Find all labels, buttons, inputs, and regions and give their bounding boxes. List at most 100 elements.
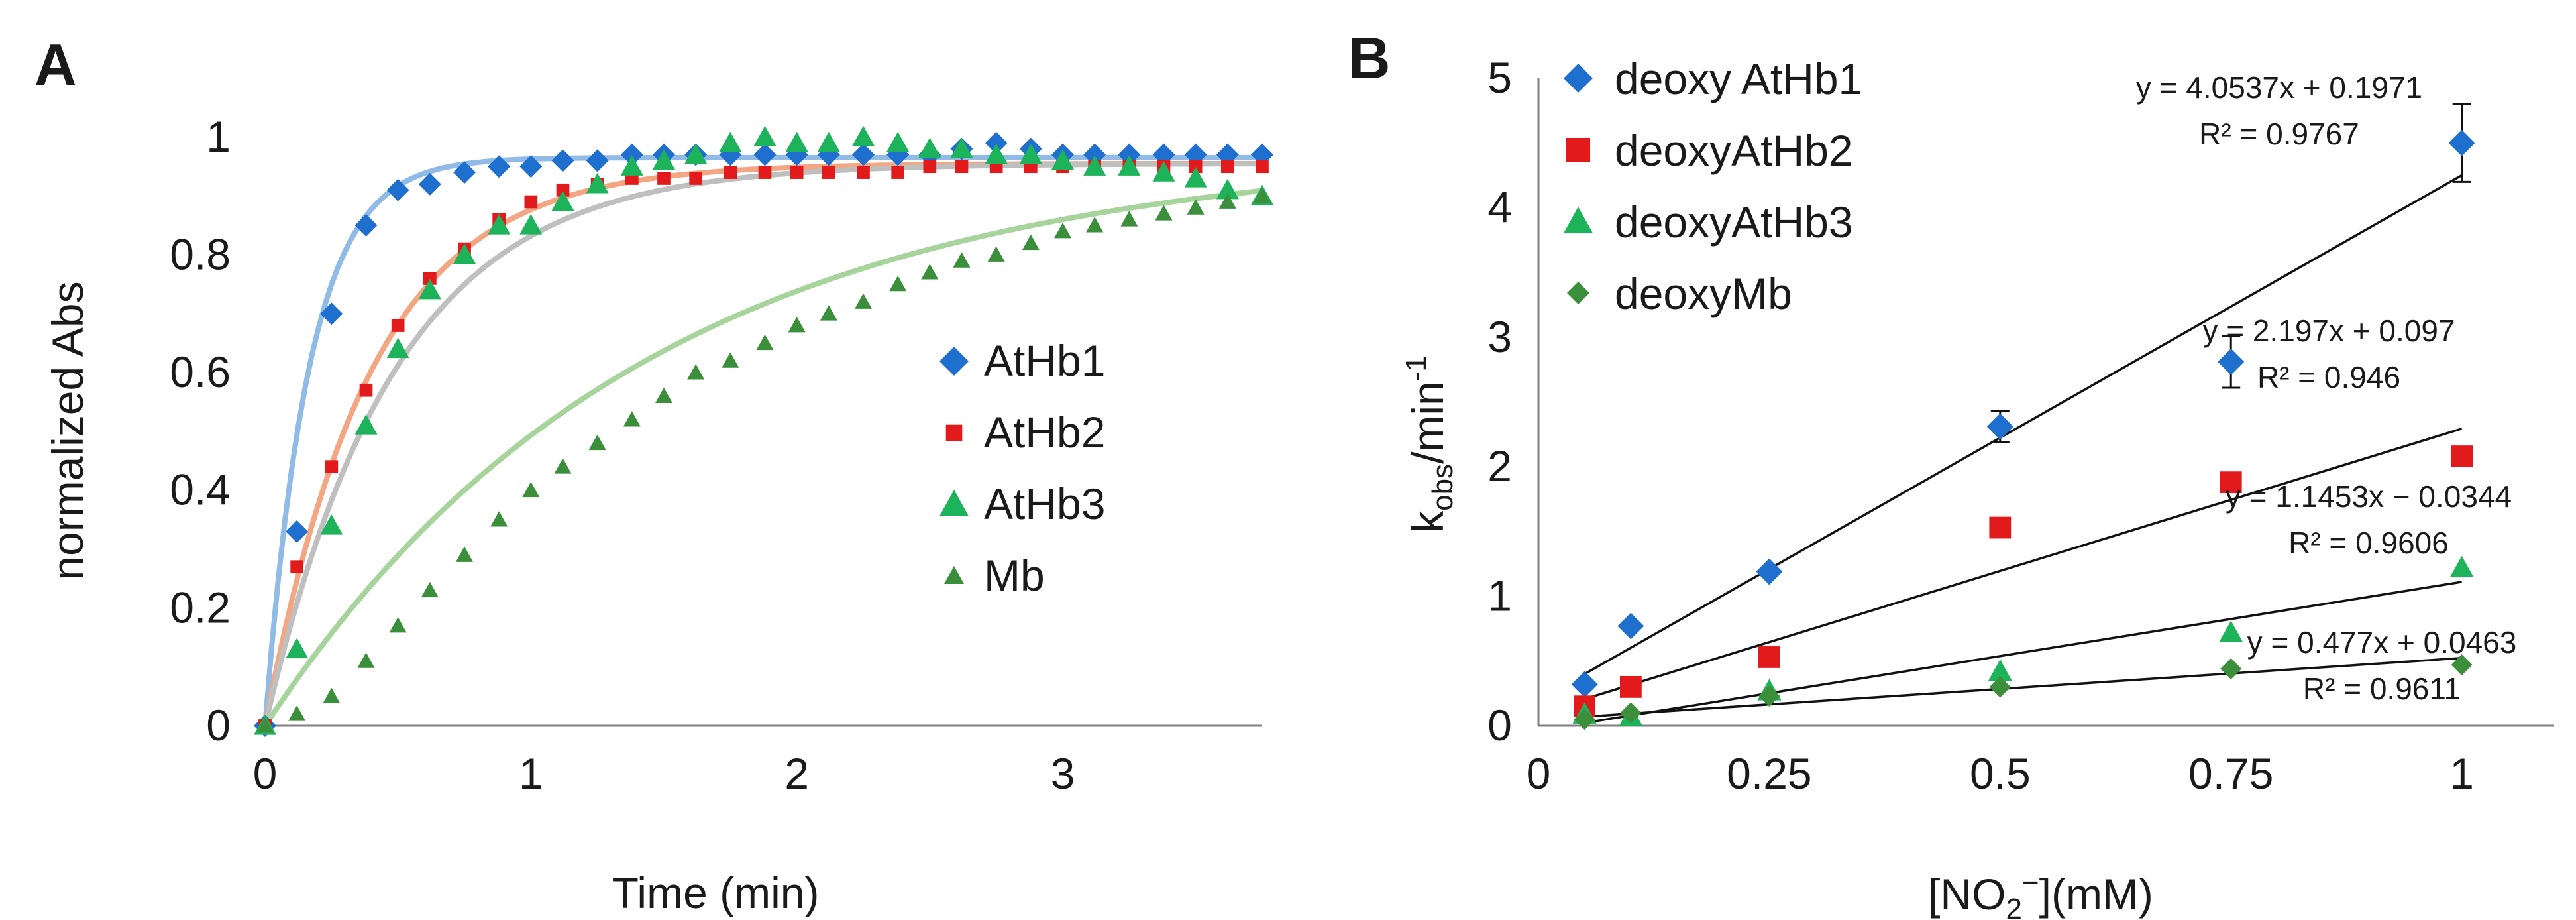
data-point-athb3 [684,143,708,164]
equation-deoxymb: y = 0.477x + 0.0463 [2247,625,2517,660]
data-point-deoxyathb3 [2449,555,2474,578]
data-point-deoxymb [1758,685,1780,707]
legend-marker-athb1 [939,347,969,376]
equation-deoxyathb2: y = 2.197x + 0.097 [2202,314,2455,348]
data-point-athb3 [418,278,441,300]
data-point-athb2 [1220,160,1234,174]
data-point-mb [756,334,774,351]
data-point-athb1 [753,143,777,166]
data-point-athb3 [852,125,875,146]
data-point-mb [1254,187,1271,203]
data-point-athb3 [753,125,777,146]
legend-marker-deoxyathb3 [1564,207,1593,233]
data-point-athb3 [453,243,476,264]
chart-b-ytick-label: 2 [1487,441,1512,490]
data-point-deoxy-athb1 [1571,671,1598,698]
data-point-mb [256,717,274,733]
data-point-athb1 [519,155,543,178]
trendline-deoxyathb2 [1584,428,2463,701]
data-point-athb3 [817,131,840,152]
chart-b-ylabel-sub: obs [1426,464,1459,511]
data-point-athb1 [453,161,476,184]
data-point-athb2 [657,172,671,185]
chart-a-xtick-label: 3 [1051,749,1075,798]
chart-b-ylabel-part: k [1403,510,1452,533]
equation-deoxyathb3: y = 1.1453x − 0.0344 [2226,479,2512,514]
data-point-mb [389,617,407,633]
trendline-deoxyathb3 [1584,581,2462,724]
data-point-athb3 [1216,178,1239,200]
data-point-athb2 [556,183,570,197]
data-point-deoxymb [2220,658,2242,680]
data-point-athb3 [886,131,910,152]
data-point-mb [288,705,306,721]
data-point-athb3 [286,638,309,659]
data-point-athb2 [790,166,804,179]
legend-label-athb3: AtHb3 [984,479,1105,528]
chart-b-xlabel-part: ](mM) [2039,870,2153,919]
data-point-mb [421,581,439,598]
chart-b-ylabel-sup: -1 [1400,355,1432,381]
data-point-athb2 [391,319,405,332]
data-point-athb3 [1019,143,1042,164]
data-point-athb2 [822,166,835,179]
chart-b-xlabel-part: [NO [1928,870,2006,919]
legend-marker-deoxymb [1567,282,1589,304]
data-point-mb [357,652,375,668]
data-point-mb [323,687,341,703]
data-point-athb2 [290,560,303,574]
data-point-mb [588,434,606,451]
legend-marker-athb3 [939,490,969,516]
data-point-deoxy-athb1 [1756,558,1783,585]
data-point-athb2 [923,160,937,174]
data-point-mb [1086,217,1104,233]
chart-a: Time (min) normalized Abs 0 0.2 0.4 0.6 0.8 1… [43,112,1273,917]
data-point-deoxymb [1574,709,1595,730]
data-point-athb3 [653,149,675,170]
chart-a-xlabel: Time (min) [612,868,820,917]
legend-label-deoxy-athb1: deoxy AtHb1 [1615,54,1862,103]
chart-b-xlabel-sup: − [2022,866,2039,899]
chart-a-ytick-label: 0 [206,701,231,750]
legend-marker-deoxy-athb1 [1564,64,1593,93]
chart-b-ytick-label: 3 [1487,312,1512,361]
data-point-athb1 [852,143,875,166]
chart-a-ytick-label: 0.2 [170,583,231,632]
data-point-athb2 [423,272,437,285]
chart-b-ylabel: kobs/min-1 [1400,355,1459,533]
data-point-athb3 [785,131,808,152]
chart-b-ytick-label: 5 [1487,53,1512,102]
data-point-mb [722,352,739,368]
data-point-athb1 [386,178,409,201]
data-point-deoxyathb2 [1619,675,1642,698]
data-point-deoxymb [1620,702,1642,724]
chart-b-xtick-label: 0.75 [2188,749,2273,798]
data-point-athb1 [586,149,609,172]
chart-a-xtick-label: 2 [784,749,809,798]
chart-a-ytick-label: 0.8 [170,229,231,278]
legend-label-mb: Mb [984,551,1045,600]
data-point-athb3 [1184,166,1207,188]
data-point-athb3 [519,214,543,235]
data-point-athb3 [386,337,409,359]
data-point-athb2 [689,172,702,185]
chart-b-ytick-label: 0 [1487,701,1512,750]
data-point-athb1 [418,172,441,196]
data-point-athb3 [354,414,378,435]
data-point-mb [855,293,872,309]
data-point-athb2 [955,160,969,174]
data-point-athb1 [488,155,511,178]
chart-b-xlabel: [NO2−](mM) [1928,866,2153,920]
data-point-athb3 [1118,155,1141,176]
fit-curve-athb2 [262,160,1265,728]
data-point-mb [1155,205,1173,221]
trendline-deoxymb [1584,657,2462,719]
data-point-mb [456,546,473,562]
fit-curve-athb1 [262,154,1265,728]
chart-a-ytick-label: 0.6 [170,347,231,396]
chart-a-xtick-label: 1 [519,749,543,798]
data-point-mb [987,246,1005,262]
legend-label-athb2: AtHb2 [984,408,1105,457]
data-point-athb3 [620,155,643,176]
